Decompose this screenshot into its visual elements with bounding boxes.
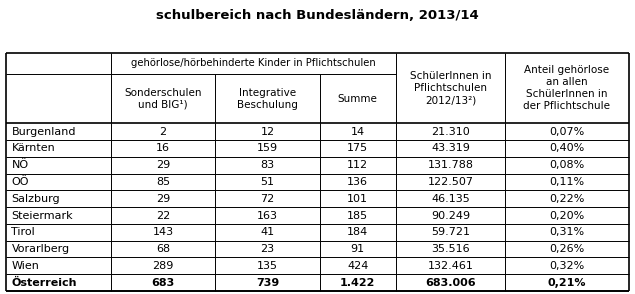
Text: Wien: Wien [11, 261, 39, 271]
Text: 683.006: 683.006 [425, 278, 476, 288]
Text: 59.721: 59.721 [431, 227, 470, 237]
Text: 289: 289 [152, 261, 173, 271]
Text: 0,32%: 0,32% [549, 261, 585, 271]
Text: 83: 83 [260, 160, 274, 170]
Text: Burgenland: Burgenland [11, 126, 76, 137]
Text: 12: 12 [260, 126, 274, 137]
Text: 0,22%: 0,22% [549, 194, 585, 204]
Text: 14: 14 [351, 126, 364, 137]
Text: 90.249: 90.249 [431, 211, 470, 220]
Text: 683: 683 [151, 278, 175, 288]
Text: 0,31%: 0,31% [549, 227, 584, 237]
Text: 1.422: 1.422 [340, 278, 375, 288]
Text: 0,08%: 0,08% [549, 160, 585, 170]
Text: 175: 175 [347, 143, 368, 153]
Text: 739: 739 [256, 278, 279, 288]
Text: SchülerInnen in
Pflichtschulen
2012/13²): SchülerInnen in Pflichtschulen 2012/13²) [410, 71, 491, 105]
Text: gehörlose/hörbehinderte Kinder in Pflichtschulen: gehörlose/hörbehinderte Kinder in Pflich… [131, 59, 376, 69]
Text: schulbereich nach Bundesländern, 2013/14: schulbereich nach Bundesländern, 2013/14 [156, 9, 479, 22]
Text: 16: 16 [156, 143, 170, 153]
Text: 0,21%: 0,21% [547, 278, 586, 288]
Text: 135: 135 [257, 261, 278, 271]
Text: 41: 41 [260, 227, 274, 237]
Text: 23: 23 [260, 244, 274, 254]
Text: NÖ: NÖ [11, 160, 29, 170]
Text: 0,40%: 0,40% [549, 143, 585, 153]
Text: 122.507: 122.507 [427, 177, 474, 187]
Text: 0,11%: 0,11% [549, 177, 584, 187]
Text: 2: 2 [159, 126, 166, 137]
Text: 159: 159 [257, 143, 278, 153]
Text: 35.516: 35.516 [431, 244, 470, 254]
Text: 29: 29 [156, 160, 170, 170]
Text: 424: 424 [347, 261, 368, 271]
Text: 29: 29 [156, 194, 170, 204]
Text: Vorarlberg: Vorarlberg [11, 244, 70, 254]
Text: 163: 163 [257, 211, 278, 220]
Text: Anteil gehörlose
an allen
SchülerInnen in
der Pflichtschule: Anteil gehörlose an allen SchülerInnen i… [523, 65, 610, 111]
Text: Integrative
Beschulung: Integrative Beschulung [237, 88, 298, 110]
Text: 68: 68 [156, 244, 170, 254]
Text: 0,26%: 0,26% [549, 244, 585, 254]
Text: 184: 184 [347, 227, 368, 237]
Text: 85: 85 [156, 177, 170, 187]
Text: 91: 91 [351, 244, 364, 254]
Text: 185: 185 [347, 211, 368, 220]
Text: 51: 51 [260, 177, 274, 187]
Text: 22: 22 [156, 211, 170, 220]
Text: 112: 112 [347, 160, 368, 170]
Text: 0,20%: 0,20% [549, 211, 585, 220]
Text: 0,07%: 0,07% [549, 126, 585, 137]
Text: Salzburg: Salzburg [11, 194, 60, 204]
Text: 43.319: 43.319 [431, 143, 470, 153]
Text: 101: 101 [347, 194, 368, 204]
Text: 136: 136 [347, 177, 368, 187]
Text: 46.135: 46.135 [431, 194, 470, 204]
Text: 131.788: 131.788 [427, 160, 474, 170]
Text: 21.310: 21.310 [431, 126, 470, 137]
Text: Summe: Summe [338, 93, 378, 103]
Text: Kärnten: Kärnten [11, 143, 55, 153]
Text: 72: 72 [260, 194, 274, 204]
Text: 143: 143 [152, 227, 173, 237]
Text: OÖ: OÖ [11, 177, 29, 187]
Text: Österreich: Österreich [11, 278, 77, 288]
Text: 132.461: 132.461 [427, 261, 474, 271]
Text: Tirol: Tirol [11, 227, 35, 237]
Text: Sonderschulen
und BIG¹): Sonderschulen und BIG¹) [124, 88, 202, 110]
Text: Steiermark: Steiermark [11, 211, 73, 220]
